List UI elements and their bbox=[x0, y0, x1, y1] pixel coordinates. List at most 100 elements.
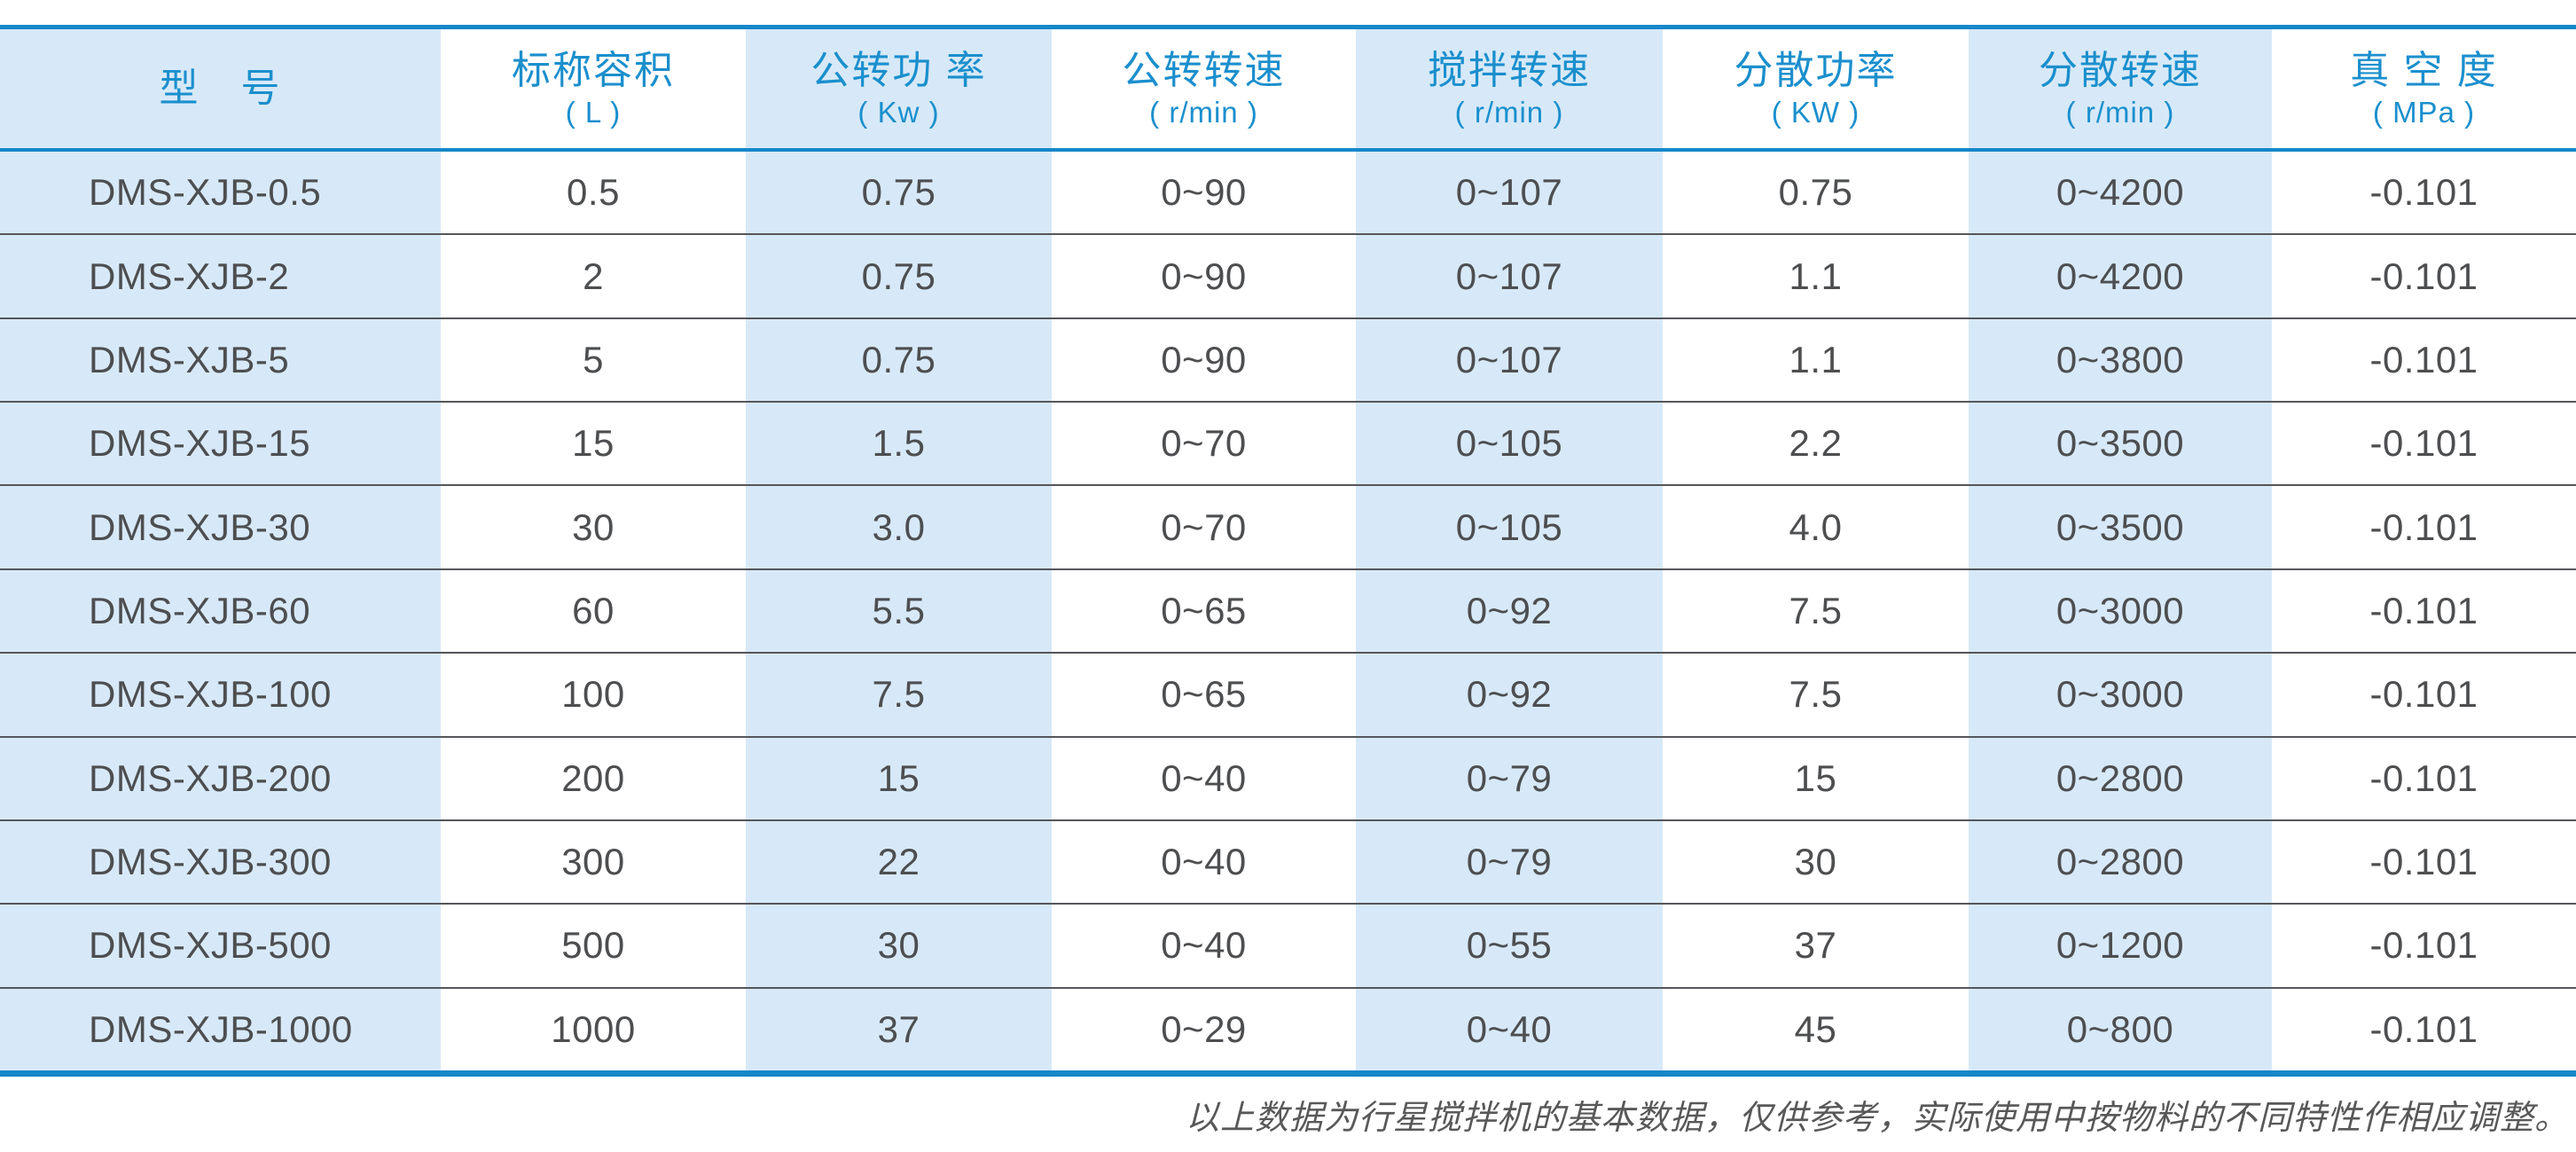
value-cell: -0.101 bbox=[2369, 756, 2478, 799]
value-cell: 0~92 bbox=[1356, 654, 1663, 736]
value-cell: 7.5 bbox=[1789, 673, 1843, 716]
value-cell: 0~79 bbox=[1356, 737, 1663, 819]
value-cell: 30 bbox=[746, 905, 1052, 987]
header-label: 型 号 bbox=[159, 67, 282, 110]
header-unit: ( r/min ) bbox=[1454, 95, 1564, 129]
model-cell: DMS-XJB-1000 bbox=[0, 988, 441, 1070]
model-cell: DMS-XJB-200 bbox=[0, 737, 441, 819]
header-unit: ( r/min ) bbox=[1149, 95, 1258, 129]
model-cell: DMS-XJB-100 bbox=[0, 654, 441, 736]
value-cell: 22 bbox=[746, 820, 1052, 904]
value-cell: -0.101 bbox=[2369, 338, 2478, 380]
value-cell: 0~40 bbox=[1161, 756, 1247, 799]
model-cell: DMS-XJB-2 bbox=[0, 235, 441, 317]
header-label: 真 空 度 bbox=[2350, 48, 2498, 92]
header-cell-4: 搅拌转速( r/min ) bbox=[1356, 29, 1663, 148]
table-row: DMS-XJB-0.5 0.5 0.75 0~90 0~107 0.75 0~4200 -0.… bbox=[0, 152, 2576, 234]
value-cell: 0~107 bbox=[1356, 152, 1663, 234]
value-cell: -0.101 bbox=[2369, 924, 2478, 967]
value-cell: 3.0 bbox=[746, 486, 1052, 568]
table-row: DMS-XJB-500 500 30 0~40 0~55 37 0~1200 -0.101 bbox=[0, 903, 2576, 987]
header-divider bbox=[0, 148, 2576, 152]
value-cell: 7.5 bbox=[746, 654, 1052, 736]
header-unit: ( KW ) bbox=[1771, 95, 1860, 129]
value-cell: 0~105 bbox=[1356, 486, 1663, 568]
header-unit: ( L ) bbox=[565, 95, 622, 129]
value-cell: -0.101 bbox=[2369, 841, 2478, 883]
value-cell: -0.101 bbox=[2369, 589, 2478, 631]
table-row: DMS-XJB-15 15 1.5 0~70 0~105 2.2 0~3500 -0.101 bbox=[0, 401, 2576, 485]
value-cell: 0~3000 bbox=[1969, 569, 2272, 653]
value-cell: 0~2800 bbox=[1969, 737, 2272, 819]
value-cell: 0~90 bbox=[1161, 171, 1247, 214]
value-cell: 0~1200 bbox=[1969, 905, 2272, 987]
value-cell: 15 bbox=[746, 737, 1052, 819]
value-cell: 0~65 bbox=[1161, 673, 1247, 716]
value-cell: 0~3000 bbox=[1969, 654, 2272, 736]
value-cell: 0~40 bbox=[1161, 924, 1247, 967]
footer: 以上数据为行星搅拌机的基本数据，仅供参考，实际使用中按物料的不同特性作相应调整。 bbox=[0, 1077, 2576, 1152]
value-cell: 45 bbox=[1794, 1007, 1837, 1050]
header-cell-7: 真 空 度( MPa ) bbox=[2272, 29, 2576, 148]
value-cell: 0.75 bbox=[746, 152, 1052, 234]
value-cell: 0~107 bbox=[1356, 318, 1663, 402]
value-cell: 0~29 bbox=[1161, 1007, 1247, 1050]
table-row: DMS-XJB-2 2 0.75 0~90 0~107 1.1 0~4200 -0.101 bbox=[0, 233, 2576, 317]
value-cell: 0~92 bbox=[1356, 569, 1663, 653]
header-label: 标称容积 bbox=[512, 48, 675, 92]
table-bottom-border bbox=[0, 1070, 2576, 1077]
value-cell: 500 bbox=[561, 924, 625, 967]
header-label: 公转转速 bbox=[1122, 48, 1286, 92]
value-cell: 0~107 bbox=[1356, 235, 1663, 317]
table-header-row: 型 号标称容积( L ) 公转功 率( Kw ) 公转转速( r/min ) 搅拌转速… bbox=[0, 29, 2576, 148]
model-cell: DMS-XJB-300 bbox=[0, 820, 441, 904]
value-cell: 37 bbox=[1794, 924, 1837, 967]
value-cell: 0~70 bbox=[1161, 422, 1247, 465]
value-cell: 5.5 bbox=[746, 569, 1052, 653]
table-body: DMS-XJB-0.5 0.5 0.75 0~90 0~107 0.75 0~4200 -0.… bbox=[0, 152, 2576, 1070]
model-cell: DMS-XJB-5 bbox=[0, 318, 441, 402]
table-row: DMS-XJB-200 200 15 0~40 0~79 15 0~2800 -0.101 bbox=[0, 735, 2576, 819]
value-cell: 15 bbox=[572, 422, 615, 465]
model-cell: DMS-XJB-500 bbox=[0, 905, 441, 987]
value-cell: 0~3800 bbox=[1969, 318, 2272, 402]
value-cell: 0~40 bbox=[1356, 988, 1663, 1070]
model-cell: DMS-XJB-0.5 bbox=[0, 152, 441, 234]
value-cell: 2 bbox=[583, 255, 604, 297]
value-cell: 0~800 bbox=[1969, 988, 2272, 1070]
value-cell: 4.0 bbox=[1789, 505, 1843, 548]
value-cell: -0.101 bbox=[2369, 1007, 2478, 1050]
value-cell: 0~4200 bbox=[1969, 235, 2272, 317]
value-cell: 100 bbox=[561, 673, 625, 716]
table-row: DMS-XJB-60 60 5.5 0~65 0~92 7.5 0~3000 -0.101 bbox=[0, 568, 2576, 653]
header-label: 搅拌转速 bbox=[1428, 48, 1591, 92]
header-label: 分散功率 bbox=[1734, 48, 1898, 92]
value-cell: 0~65 bbox=[1161, 589, 1247, 631]
value-cell: 30 bbox=[572, 505, 615, 548]
header-cell-3: 公转转速( r/min ) bbox=[1052, 29, 1356, 148]
header-cell-5: 分散功率( KW ) bbox=[1663, 29, 1969, 148]
footnote-text: 以上数据为行星搅拌机的基本数据，仅供参考，实际使用中按物料的不同特性作相应调整。 bbox=[1185, 1100, 2569, 1137]
value-cell: 0~90 bbox=[1161, 338, 1247, 380]
table-row: DMS-XJB-5 5 0.75 0~90 0~107 1.1 0~3800 -0.101 bbox=[0, 317, 2576, 402]
value-cell: -0.101 bbox=[2369, 422, 2478, 465]
value-cell: 0~55 bbox=[1356, 905, 1663, 987]
value-cell: -0.101 bbox=[2369, 171, 2478, 214]
table-row: DMS-XJB-100 100 7.5 0~65 0~92 7.5 0~3000 -0.101 bbox=[0, 652, 2576, 736]
header-label: 分散转速 bbox=[2039, 48, 2202, 92]
value-cell: 0~105 bbox=[1356, 403, 1663, 485]
model-cell: DMS-XJB-30 bbox=[0, 486, 441, 568]
table-row: DMS-XJB-300 300 22 0~40 0~79 30 0~2800 -0.101 bbox=[0, 819, 2576, 904]
value-cell: 7.5 bbox=[1789, 589, 1843, 631]
value-cell: 30 bbox=[1794, 841, 1837, 883]
value-cell: -0.101 bbox=[2369, 255, 2478, 297]
value-cell: 5 bbox=[583, 338, 604, 380]
header-cell-2: 公转功 率( Kw ) bbox=[746, 29, 1052, 148]
value-cell: 2.2 bbox=[1789, 422, 1843, 465]
header-cell-6: 分散转速( r/min ) bbox=[1969, 29, 2272, 148]
value-cell: 0~79 bbox=[1356, 820, 1663, 904]
value-cell: 0~90 bbox=[1161, 255, 1247, 297]
header-cell-1: 标称容积( L ) bbox=[441, 29, 746, 148]
value-cell: 1.5 bbox=[746, 403, 1052, 485]
